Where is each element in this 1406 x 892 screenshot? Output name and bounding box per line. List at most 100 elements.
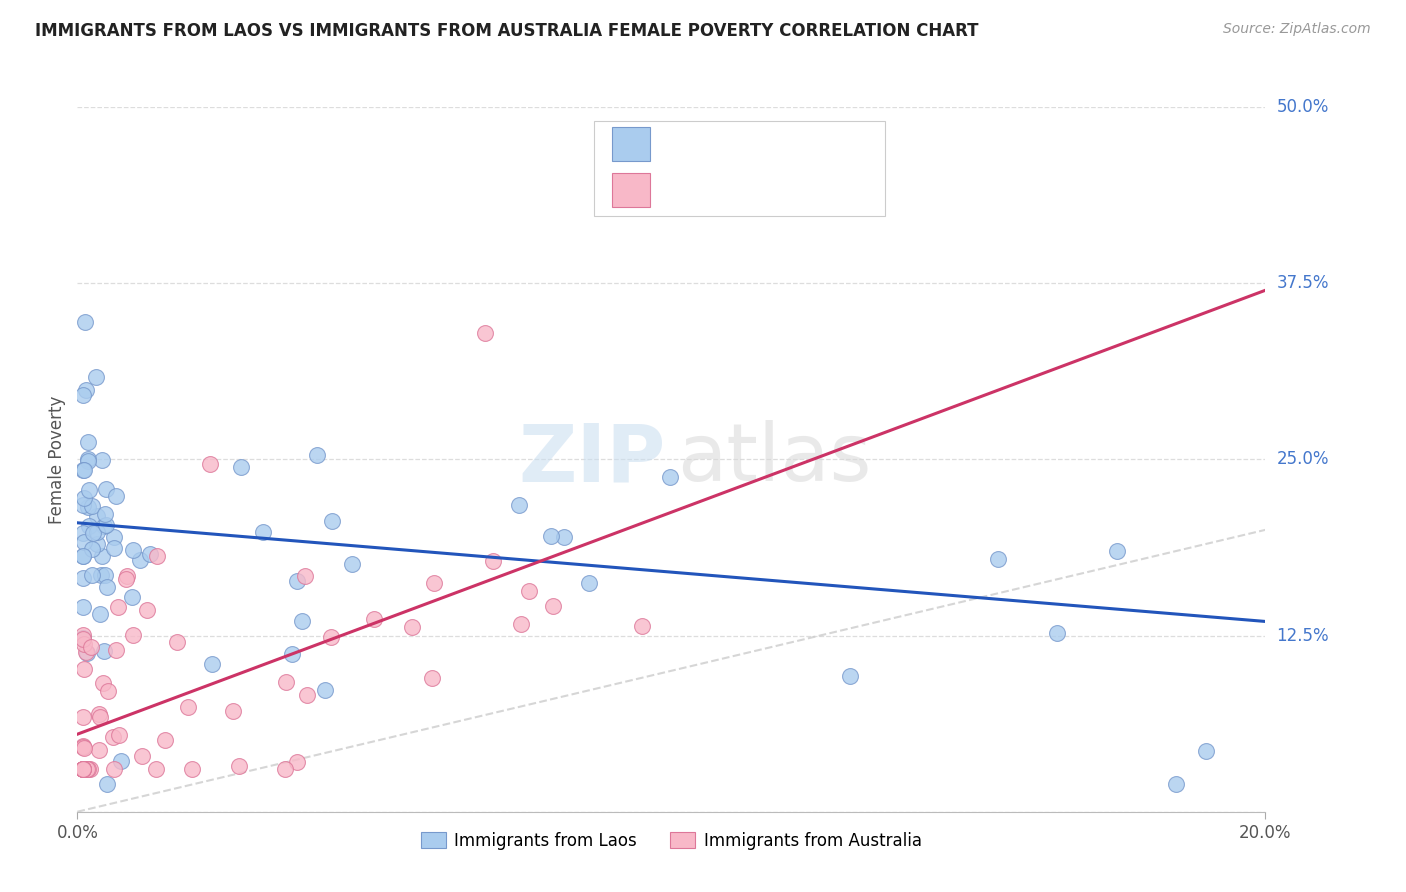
Point bbox=[128, 553, 150, 567]
Point bbox=[114, 572, 136, 586]
Point bbox=[201, 657, 224, 671]
Point bbox=[104, 642, 127, 657]
Point bbox=[103, 763, 125, 777]
Point bbox=[103, 531, 125, 545]
Point bbox=[285, 574, 308, 588]
Legend: Immigrants from Laos, Immigrants from Australia: Immigrants from Laos, Immigrants from Au… bbox=[415, 825, 928, 856]
Point bbox=[77, 452, 100, 467]
Point bbox=[72, 763, 94, 777]
Point bbox=[420, 671, 443, 685]
Point bbox=[72, 632, 94, 646]
Point bbox=[72, 739, 94, 753]
Point bbox=[508, 498, 530, 512]
Point bbox=[659, 470, 682, 484]
Point bbox=[72, 763, 94, 777]
Point bbox=[314, 683, 336, 698]
Point bbox=[274, 675, 297, 690]
Point bbox=[72, 463, 94, 477]
Point bbox=[177, 699, 200, 714]
Point bbox=[96, 776, 118, 790]
Point bbox=[73, 637, 96, 651]
Point bbox=[104, 490, 127, 504]
Point bbox=[510, 616, 533, 631]
Point bbox=[200, 458, 222, 472]
Point bbox=[89, 607, 111, 622]
Text: 25.0%: 25.0% bbox=[1277, 450, 1329, 468]
Point bbox=[838, 669, 860, 683]
Point bbox=[82, 525, 104, 540]
Point bbox=[101, 730, 124, 744]
Point bbox=[90, 453, 112, 467]
Point bbox=[401, 620, 423, 634]
Text: IMMIGRANTS FROM LAOS VS IMMIGRANTS FROM AUSTRALIA FEMALE POVERTY CORRELATION CHA: IMMIGRANTS FROM LAOS VS IMMIGRANTS FROM … bbox=[35, 22, 979, 40]
Point bbox=[77, 500, 100, 515]
Text: 12.5%: 12.5% bbox=[1277, 626, 1329, 645]
Point bbox=[297, 689, 319, 703]
Point bbox=[79, 763, 101, 777]
Point bbox=[72, 763, 94, 777]
Point bbox=[294, 569, 316, 583]
Point bbox=[89, 710, 111, 724]
Point bbox=[305, 448, 328, 462]
Point bbox=[82, 542, 104, 557]
Text: ZIP: ZIP bbox=[519, 420, 665, 499]
Point bbox=[139, 547, 162, 561]
Point bbox=[77, 763, 100, 777]
Point bbox=[121, 543, 143, 558]
Point bbox=[474, 326, 496, 341]
Point bbox=[77, 519, 100, 533]
Point bbox=[90, 568, 112, 582]
Point bbox=[76, 763, 98, 777]
Point bbox=[86, 537, 108, 551]
Point bbox=[76, 646, 98, 660]
Point bbox=[72, 388, 94, 402]
Point bbox=[110, 754, 132, 768]
Point bbox=[630, 619, 652, 633]
Point bbox=[72, 600, 94, 615]
Point bbox=[86, 525, 108, 540]
Point bbox=[76, 453, 98, 467]
Point bbox=[115, 568, 138, 582]
Point bbox=[1105, 544, 1128, 558]
Point bbox=[80, 640, 103, 655]
Point bbox=[73, 491, 96, 505]
Point bbox=[145, 763, 167, 777]
Point bbox=[72, 628, 94, 642]
Text: R = -0.197   N = 70: R = -0.197 N = 70 bbox=[664, 136, 856, 153]
Point bbox=[541, 599, 564, 614]
Point bbox=[86, 369, 108, 384]
Point bbox=[72, 498, 94, 512]
Point bbox=[107, 600, 129, 615]
Point bbox=[280, 647, 302, 661]
Text: Source: ZipAtlas.com: Source: ZipAtlas.com bbox=[1223, 22, 1371, 37]
Point bbox=[77, 434, 100, 449]
Point bbox=[221, 704, 243, 718]
Point bbox=[553, 530, 575, 544]
Point bbox=[72, 763, 94, 777]
Point bbox=[82, 567, 104, 582]
Point bbox=[72, 763, 94, 777]
Point bbox=[75, 315, 97, 329]
Point bbox=[96, 517, 118, 532]
Point bbox=[121, 590, 143, 604]
Point bbox=[181, 763, 204, 777]
Point bbox=[73, 741, 96, 756]
Point bbox=[231, 460, 253, 475]
Point bbox=[96, 580, 118, 594]
Point bbox=[93, 518, 115, 533]
Point bbox=[987, 552, 1010, 566]
FancyBboxPatch shape bbox=[612, 128, 650, 161]
Point bbox=[155, 733, 177, 747]
Point bbox=[97, 684, 120, 698]
Point bbox=[72, 632, 94, 646]
Point bbox=[72, 763, 94, 777]
Point bbox=[72, 740, 94, 755]
Point bbox=[482, 554, 505, 568]
Point bbox=[89, 743, 111, 757]
Point bbox=[72, 571, 94, 585]
Point bbox=[422, 576, 444, 591]
Y-axis label: Female Poverty: Female Poverty bbox=[48, 395, 66, 524]
Point bbox=[131, 749, 153, 764]
FancyBboxPatch shape bbox=[595, 121, 886, 216]
Text: R =  0.574   N = 60: R = 0.574 N = 60 bbox=[664, 181, 855, 199]
